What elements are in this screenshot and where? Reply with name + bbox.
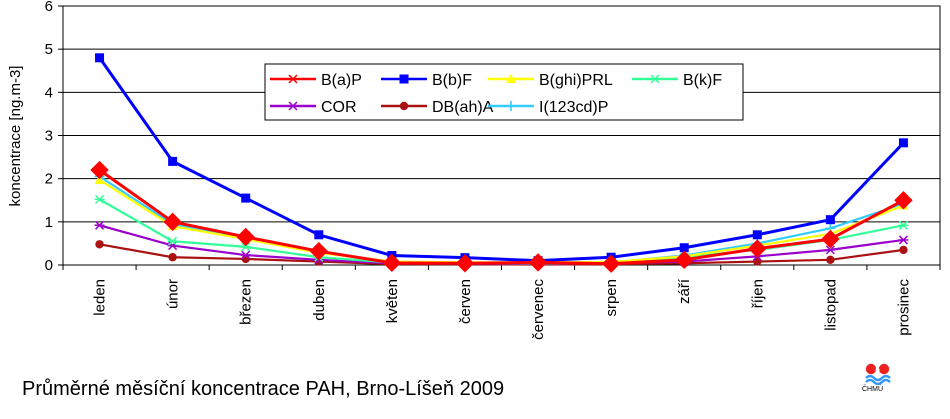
x-tick-label: březen	[238, 279, 255, 325]
y-tick-label: 3	[45, 128, 53, 145]
x-tick-label: leden	[92, 279, 109, 316]
data-point	[679, 243, 689, 253]
data-point	[240, 242, 251, 252]
data-point	[94, 194, 105, 204]
plot-area: 0 1 2 3 4 5 6 leden únor březen duben květen červen č…	[45, 0, 941, 340]
legend: B(a)P B(b)F B(ghi)PRL B(k)F COR DB(ah)A I(123c…	[264, 63, 744, 121]
x-tick-label: červenec	[530, 279, 547, 340]
legend-entry: COR	[270, 99, 357, 116]
data-point	[95, 53, 105, 63]
data-point	[236, 227, 255, 247]
data-point	[168, 253, 177, 262]
data-point	[898, 220, 909, 230]
data-point	[506, 74, 516, 83]
data-point	[601, 254, 621, 273]
x-tick-label: listopad	[822, 279, 839, 331]
data-point	[240, 250, 251, 260]
legend-label: B(ghi)PRL	[539, 72, 613, 89]
y-tick-label: 4	[45, 84, 53, 101]
data-point	[455, 254, 475, 273]
data-point	[314, 230, 324, 240]
x-tick-label: říjen	[749, 279, 766, 308]
chmu-logo-text: ČHMÚ	[862, 386, 883, 393]
data-point	[748, 239, 767, 258]
legend-label: COR	[321, 99, 357, 116]
legend-entry: B(a)P	[270, 72, 362, 89]
data-point	[399, 74, 409, 84]
x-tick-label: září	[676, 278, 693, 304]
data-point	[825, 245, 836, 255]
x-tick-label: únor	[165, 279, 182, 309]
series-line	[98, 168, 905, 266]
data-point	[163, 212, 182, 232]
legend-label: I(123cd)P	[539, 99, 608, 116]
data-point	[288, 101, 298, 111]
series-b-a-p	[90, 160, 913, 273]
x-tick-label: duben	[311, 279, 328, 321]
data-point	[821, 229, 840, 249]
legend-entry: DB(ah)A	[381, 99, 494, 116]
x-tick-label: srpen	[603, 279, 620, 317]
y-tick-label: 6	[45, 0, 53, 15]
data-point	[167, 236, 178, 246]
y-tick-label: 5	[45, 41, 53, 58]
data-point	[309, 241, 328, 261]
legend-label: B(k)F	[683, 72, 722, 89]
pah-line-chart: 0 1 2 3 4 5 6 leden únor březen duben květen červen č…	[7, 0, 941, 340]
x-tick-label: květen	[384, 279, 401, 323]
data-point	[752, 230, 762, 240]
legend-entry: B(ghi)PRL	[488, 72, 613, 89]
data-point	[894, 191, 913, 210]
data-point	[650, 74, 660, 84]
legend-entry: I(123cd)P	[488, 99, 608, 116]
data-point	[825, 215, 835, 225]
y-tick-label: 2	[45, 171, 53, 188]
x-tick-label: prosinec	[895, 279, 912, 336]
data-point	[506, 101, 516, 111]
series-line	[98, 56, 905, 263]
legend-box	[264, 63, 744, 121]
legend-entry: B(b)F	[381, 72, 472, 89]
data-point	[94, 220, 105, 230]
chart-caption: Průměrné měsíční koncentrace PAH, Brno-L…	[22, 378, 505, 400]
data-point	[94, 174, 105, 184]
chmu-logo	[865, 363, 891, 385]
y-tick-label: 0	[45, 257, 53, 274]
data-point	[898, 235, 909, 245]
legend-label: DB(ah)A	[432, 99, 494, 116]
data-point	[528, 253, 548, 272]
y-tick-label: 1	[45, 214, 53, 231]
data-point	[399, 101, 409, 111]
data-point	[382, 253, 402, 273]
legend-entry: B(k)F	[632, 72, 722, 89]
data-point	[675, 250, 694, 270]
legend-label: B(b)F	[432, 72, 472, 89]
y-axis-label: koncentrace [ng.m-3]	[7, 66, 24, 207]
x-tick-label: červen	[457, 279, 474, 324]
data-point	[899, 245, 908, 255]
data-point	[826, 255, 835, 265]
data-point	[288, 74, 298, 84]
data-point	[241, 193, 251, 203]
legend-label: B(a)P	[321, 72, 362, 89]
data-point	[90, 160, 109, 180]
data-point	[168, 156, 178, 166]
data-point	[898, 138, 908, 148]
data-point	[95, 240, 104, 249]
